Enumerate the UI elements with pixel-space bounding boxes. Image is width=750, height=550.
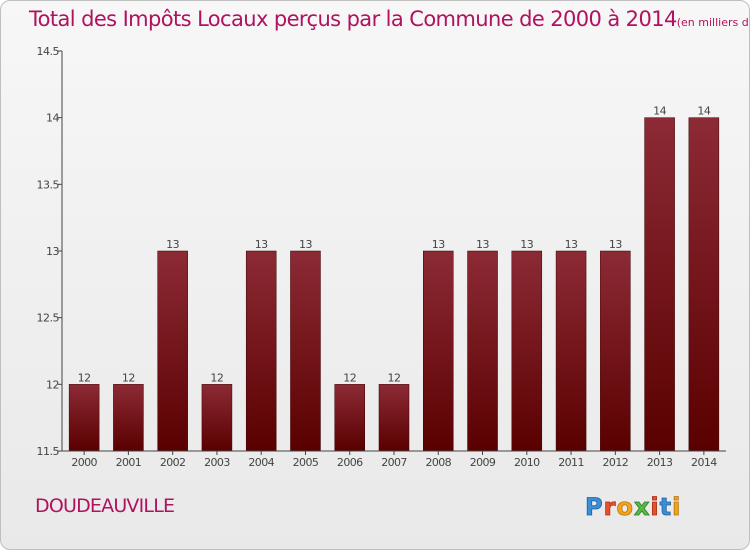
y-tick-label: 12	[46, 378, 59, 391]
x-tick-label: 2013	[647, 456, 673, 469]
bar-value-label: 12	[210, 371, 223, 384]
y-tick-label: 13	[46, 245, 59, 258]
bar-2005	[290, 250, 321, 452]
x-tick-label: 2005	[293, 456, 319, 469]
bar-value-label: 12	[343, 371, 356, 384]
bar-value-label: 12	[78, 371, 91, 384]
bar-2013	[644, 117, 675, 452]
bar-2008	[423, 250, 454, 452]
y-axis: 11.5 12 12.5 13 13.5 14 14.5	[37, 45, 63, 458]
x-tick-label: 2012	[603, 456, 629, 469]
bar-value-label: 12	[122, 371, 135, 384]
bar-2000	[68, 384, 100, 452]
x-tick-label: 2007	[381, 456, 407, 469]
chart-title-unit: (en milliers d'€)	[676, 16, 749, 29]
bar-value-label: 12	[388, 371, 401, 384]
x-tick-label: 2001	[116, 456, 142, 469]
y-tick-label: 14.5	[37, 45, 60, 58]
bar-2003	[201, 384, 233, 452]
bar-2009	[467, 250, 498, 452]
bar-value-label: 13	[476, 238, 489, 251]
bar-2010	[511, 250, 543, 452]
bars-group: 12 12 13 12 13 13 12 12 13 13 13 13 13 14 14	[68, 105, 720, 452]
y-tick-label: 11.5	[37, 445, 60, 458]
x-tick-label: 2010	[514, 456, 540, 469]
x-tick-label: 2014	[691, 456, 717, 469]
bar-2012	[600, 250, 631, 452]
svg-text:Proxiti: Proxiti	[585, 493, 681, 521]
x-tick-label: 2009	[470, 456, 496, 469]
bar-2004	[245, 250, 277, 452]
y-tick-label: 12.5	[37, 312, 60, 325]
commune-name: DOUDEAUVILLE	[35, 495, 175, 517]
bar-2014	[688, 117, 720, 452]
bar-2002	[157, 250, 188, 452]
bar-value-label: 13	[299, 238, 312, 251]
x-tick-label: 2002	[160, 456, 186, 469]
bar-value-label: 13	[255, 238, 268, 251]
bar-2011	[555, 250, 587, 452]
chart-title-text: Total des Impôts Locaux perçus par la Co…	[29, 7, 677, 31]
bar-value-label: 14	[653, 105, 666, 118]
bar-value-label: 13	[432, 238, 445, 251]
bar-2007	[378, 384, 410, 452]
x-axis: 2000 2001 2002 2003 2004 2005 2006 2007 2008 2009…	[62, 450, 726, 469]
x-tick-label: 2004	[248, 456, 274, 469]
bar-value-label: 13	[166, 238, 179, 251]
x-tick-label: 2011	[558, 456, 584, 469]
x-tick-label: 2003	[204, 456, 230, 469]
bar-value-label: 13	[565, 238, 578, 251]
x-tick-label: 2000	[71, 456, 97, 469]
bar-2001	[113, 384, 144, 452]
bar-2006	[334, 384, 365, 452]
bar-value-label: 13	[609, 238, 622, 251]
y-tick-label: 13.5	[37, 178, 60, 191]
x-tick-label: 2006	[337, 456, 363, 469]
bar-value-label: 14	[697, 105, 710, 118]
y-tick-label: 14	[46, 112, 59, 125]
x-tick-label: 2008	[425, 456, 451, 469]
chart-title: Total des Impôts Locaux perçus par la Co…	[29, 7, 749, 31]
proxiti-logo: Proxiti	[585, 493, 681, 522]
bar-value-label: 13	[520, 238, 533, 251]
